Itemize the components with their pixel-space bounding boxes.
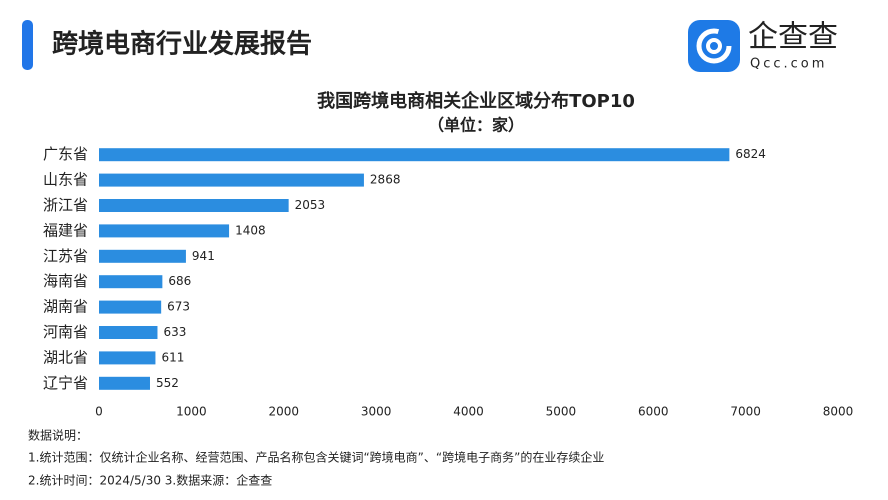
x-tick-label: 8000 xyxy=(823,405,854,419)
x-tick-label: 0 xyxy=(95,405,103,419)
bar xyxy=(99,224,230,238)
logo-icon xyxy=(688,20,740,72)
note: 1.统计范围：仅统计企业名称、经营范围、产品名称包含关键词“跨境电商”、“跨境电… xyxy=(28,450,604,465)
x-tick-label: 4000 xyxy=(453,405,484,419)
value-label: 673 xyxy=(167,300,190,314)
x-tick-label: 6000 xyxy=(638,405,669,419)
category-label: 山东省 xyxy=(43,171,88,189)
category-label: 辽宁省 xyxy=(43,374,88,392)
value-label: 941 xyxy=(192,249,215,263)
value-label: 2053 xyxy=(295,198,326,212)
value-label: 6824 xyxy=(735,147,766,161)
note: 数据说明： xyxy=(28,428,88,443)
chart-subtitle: （单位：家） xyxy=(428,116,524,135)
x-tick-label: 1000 xyxy=(176,405,207,419)
value-label: 1408 xyxy=(235,223,266,237)
chart-title: 我国跨境电商相关企业区域分布TOP10 xyxy=(317,90,635,112)
category-label: 广东省 xyxy=(43,145,88,163)
value-label: 552 xyxy=(156,376,179,390)
category-label: 福建省 xyxy=(43,221,88,239)
logo: 企查查 Qcc.com xyxy=(688,20,838,72)
category-label: 湖北省 xyxy=(43,348,88,366)
logo-ring xyxy=(696,28,732,64)
category-label: 江苏省 xyxy=(43,247,88,265)
x-tick-label: 5000 xyxy=(546,405,577,419)
x-tick-label: 3000 xyxy=(361,405,392,419)
category-label: 河南省 xyxy=(43,323,88,341)
value-label: 611 xyxy=(161,350,184,364)
bar xyxy=(99,351,156,365)
logo-dot xyxy=(706,38,722,54)
x-tick-label: 7000 xyxy=(730,405,761,419)
bar xyxy=(99,376,150,390)
logo-name: 企查查 xyxy=(748,20,838,55)
value-label: 633 xyxy=(163,325,186,339)
accent-bar xyxy=(22,20,33,70)
category-label: 浙江省 xyxy=(43,196,88,214)
bar xyxy=(99,300,162,314)
bar xyxy=(99,326,158,339)
bar xyxy=(99,275,163,289)
value-label: 2868 xyxy=(370,173,401,187)
note: 2.统计时间：2024/5/30 3.数据来源：企查查 xyxy=(28,473,272,488)
bar xyxy=(99,249,186,263)
bar xyxy=(99,173,364,187)
category-label: 湖南省 xyxy=(43,298,88,316)
x-tick-label: 2000 xyxy=(268,405,299,419)
bar xyxy=(99,148,730,162)
category-label: 海南省 xyxy=(43,272,88,290)
bar xyxy=(99,199,289,212)
page-title: 跨境电商行业发展报告 xyxy=(52,29,312,60)
value-label: 686 xyxy=(168,274,191,288)
logo-domain: Qcc.com xyxy=(750,57,827,72)
